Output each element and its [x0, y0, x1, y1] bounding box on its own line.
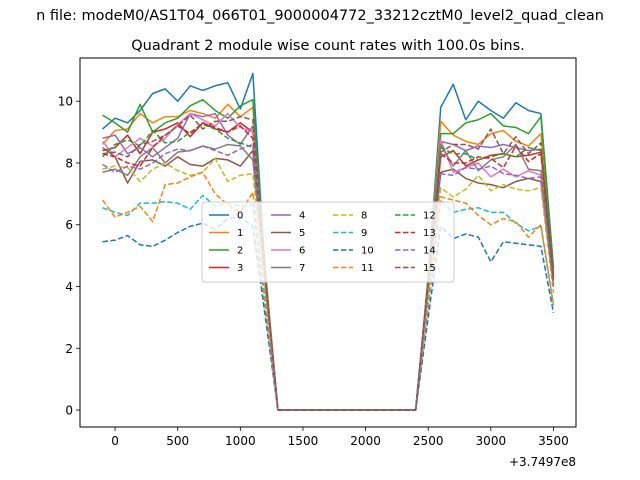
- y-tick-label: 4: [65, 280, 73, 294]
- x-tick-label: 2500: [413, 434, 444, 448]
- legend-label-2: 2: [237, 246, 243, 257]
- series-line-8: [102, 157, 555, 411]
- series-line-14: [102, 143, 555, 411]
- x-tick-label: 1000: [225, 434, 256, 448]
- legend-label-5: 5: [299, 228, 305, 239]
- x-tick-label: 0: [111, 434, 119, 448]
- x-offset-label: +3.7497e8: [509, 455, 576, 469]
- y-tick-label: 6: [65, 218, 73, 232]
- legend-label-1: 1: [237, 228, 243, 239]
- legend-label-7: 7: [299, 263, 305, 274]
- legend-label-0: 0: [237, 211, 243, 222]
- chart-title: Quadrant 2 module wise count rates with …: [131, 38, 525, 54]
- series-line-11: [101, 171, 555, 411]
- x-tick-label: 500: [166, 434, 189, 448]
- legend-label-8: 8: [361, 211, 367, 222]
- legend-label-3: 3: [237, 263, 243, 274]
- legend-label-15: 15: [423, 263, 436, 274]
- legend-label-11: 11: [361, 263, 374, 274]
- y-tick-label: 8: [65, 156, 73, 170]
- legend-label-6: 6: [299, 246, 305, 257]
- y-axis: 0 2 4 6 8 10: [58, 95, 80, 418]
- series-line-15: [102, 114, 555, 411]
- x-tick-label: 3000: [476, 434, 507, 448]
- x-tick-label: 2000: [350, 434, 381, 448]
- legend-label-13: 13: [423, 228, 436, 239]
- y-tick-label: 2: [65, 342, 73, 356]
- legend-label-12: 12: [423, 211, 436, 222]
- series-layer: [101, 72, 555, 411]
- legend-label-10: 10: [361, 246, 374, 257]
- series-line-9: [102, 194, 555, 411]
- legend-label-4: 4: [299, 211, 305, 222]
- file-header: n file: modeM0/AS1T04_066T01_9000004772_…: [36, 8, 604, 24]
- x-axis: 0 500 1000 1500 2000 2500 3000 3500: [111, 427, 569, 448]
- legend-box: [201, 201, 455, 283]
- axes-frame: [79, 57, 577, 428]
- legend-label-14: 14: [423, 246, 436, 257]
- y-tick-label: 0: [65, 404, 73, 418]
- y-tick-label: 10: [58, 95, 73, 109]
- x-tick-label: 1500: [288, 434, 319, 448]
- x-tick-label: 3500: [538, 434, 569, 448]
- legend-label-9: 9: [361, 228, 367, 239]
